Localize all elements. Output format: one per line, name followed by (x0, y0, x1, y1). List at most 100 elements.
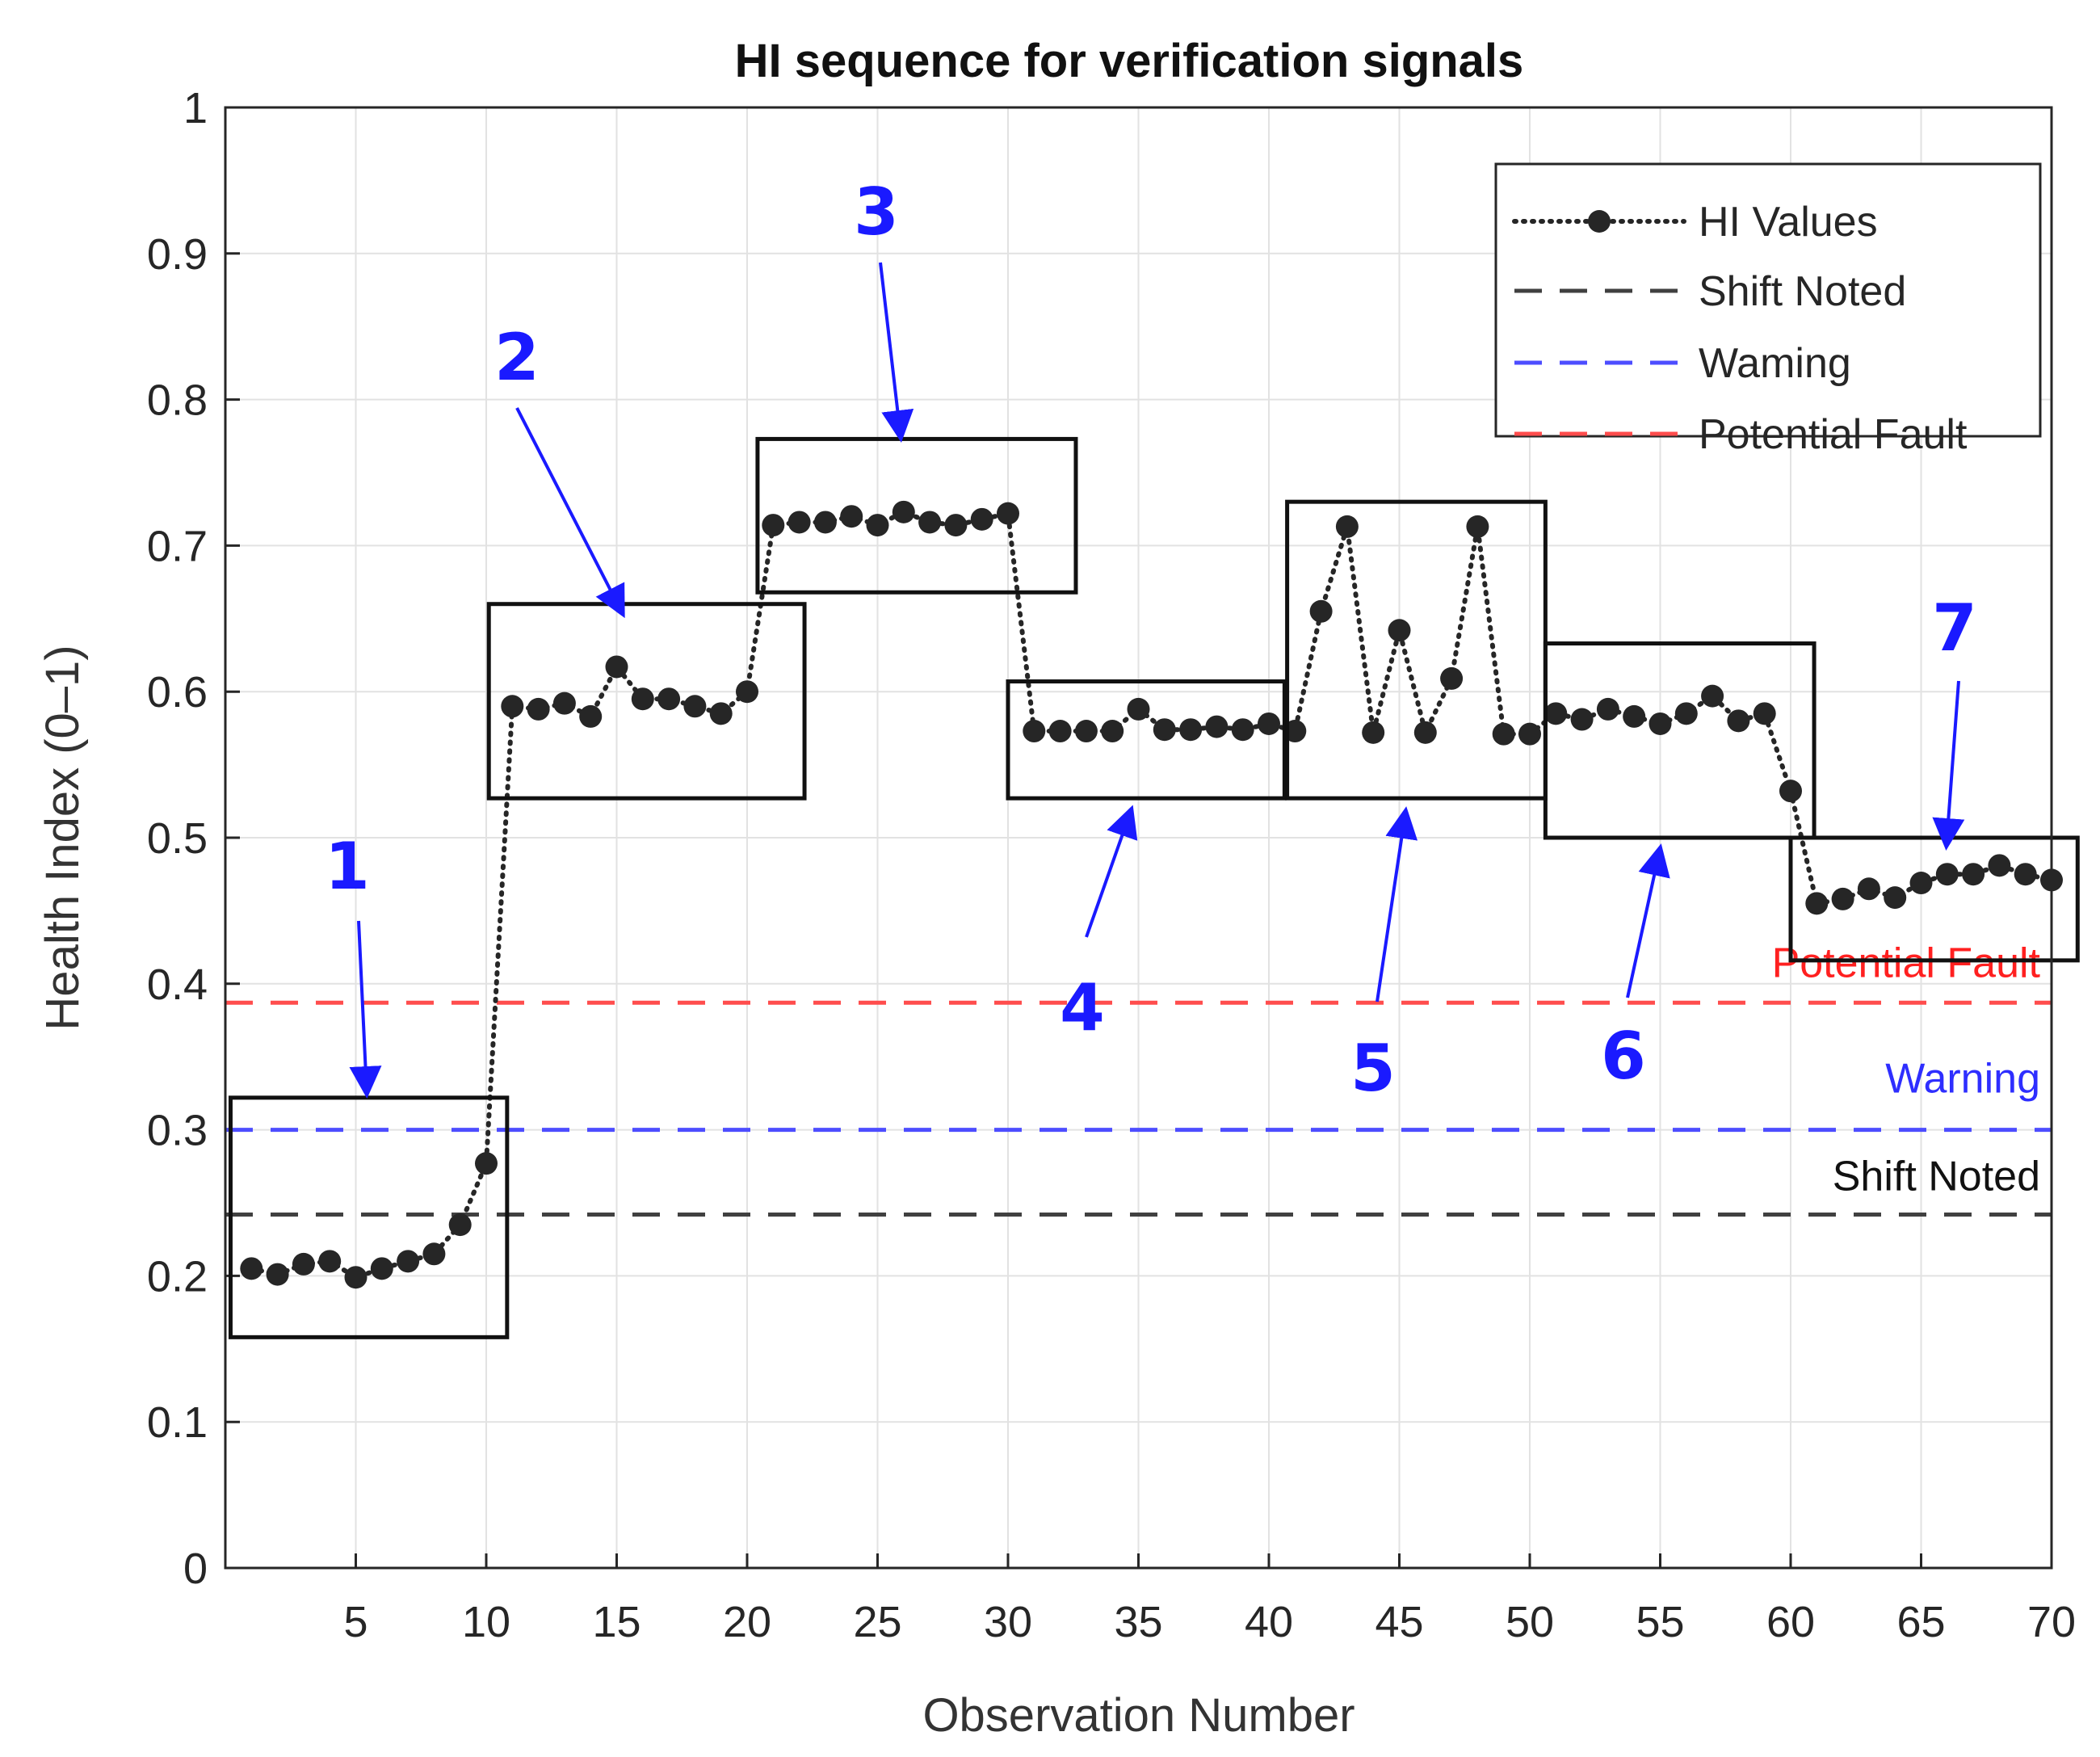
series-line (249, 509, 2054, 1280)
threshold-label-potential-fault: Potential Fault (1772, 939, 2041, 986)
x-tick-label: 10 (462, 1598, 510, 1646)
annotation-arrow-3 (879, 262, 914, 443)
data-point (1101, 720, 1124, 743)
tick-labels: 5 10 15 20 25 30 35 40 45 50 55 60 65 7000.10.20.30.4… (147, 84, 2076, 1646)
data-point (240, 1257, 263, 1280)
data-point (1857, 877, 1880, 901)
data-point (1570, 708, 1594, 731)
data-point (1231, 718, 1254, 742)
threshold-label-warning: Warning (1885, 1056, 2040, 1103)
data-point (970, 507, 993, 531)
data-point (1623, 704, 1646, 728)
data-point (631, 687, 654, 711)
data-point (1701, 684, 1724, 708)
data-point (2014, 863, 2037, 886)
annotation-number-1: 1 (325, 829, 370, 904)
data-point (736, 680, 758, 704)
legend-label-potential-fault: Potential Fault (1699, 411, 1968, 458)
data-point (1544, 702, 1568, 725)
data-point (1127, 697, 1150, 721)
x-tick-label: 20 (723, 1598, 771, 1646)
annotation-arrow-7 (1932, 680, 1965, 851)
annotation-number-3: 3 (854, 174, 899, 250)
data-point (1362, 721, 1385, 744)
data-point (1492, 722, 1515, 746)
legend-box (1494, 162, 2042, 438)
annotation-arrow-6 (1626, 843, 1670, 998)
annotation-arrow-1 (349, 920, 382, 1099)
x-tick-label: 5 (343, 1598, 368, 1646)
y-tick-label: 0.2 (147, 1252, 208, 1301)
data-point (422, 1242, 446, 1266)
data-point (1962, 863, 1985, 886)
data-point (1153, 718, 1176, 742)
data-point (1283, 720, 1307, 743)
y-tick-label: 0.1 (147, 1398, 208, 1447)
data-point (1023, 720, 1046, 743)
data-point (475, 1152, 498, 1175)
data-point (657, 687, 681, 711)
annotation-number-7: 7 (1932, 591, 1977, 666)
plot-area-frame (224, 106, 2053, 1570)
data-point (892, 500, 915, 523)
data-point (813, 511, 837, 534)
data-point (579, 704, 603, 728)
y-axis-label: Health Index (0–1) (36, 645, 89, 1030)
data-point (1805, 892, 1829, 915)
threshold-lines: Shift Noted Warning Potential Fault (225, 939, 2052, 1217)
data-point (1205, 715, 1228, 738)
chart-title: HI sequence for verification signals (735, 35, 1524, 87)
x-tick-label: 45 (1375, 1598, 1423, 1646)
data-point (370, 1257, 393, 1280)
legend: HI Values Shift Noted Waming Potential Faul… (1494, 162, 2042, 458)
data-point (1258, 712, 1280, 735)
data-point (605, 655, 628, 679)
y-tick-label: 0.5 (147, 814, 208, 863)
data-point (344, 1266, 368, 1289)
series-hi-values (240, 500, 2063, 1289)
data-point (1048, 720, 1072, 743)
x-tick-label: 35 (1114, 1598, 1162, 1646)
data-point (1753, 702, 1776, 725)
x-tick-label: 55 (1636, 1598, 1684, 1646)
x-tick-label: 60 (1766, 1598, 1815, 1646)
x-tick-label: 25 (853, 1598, 901, 1646)
threshold-label-shift-noted: Shift Noted (1833, 1153, 2040, 1200)
legend-label-hi-values: HI Values (1699, 199, 1878, 246)
annotation-box-3 (755, 436, 1078, 595)
x-tick-label: 40 (1245, 1598, 1293, 1646)
data-point (1440, 666, 1464, 690)
y-tick-label: 0.4 (147, 960, 208, 1009)
data-point (1909, 872, 1933, 895)
data-point (840, 505, 863, 528)
y-tick-label: 0.6 (147, 668, 208, 717)
data-point (1388, 619, 1411, 642)
x-tick-label: 30 (984, 1598, 1032, 1646)
data-point (1648, 712, 1672, 735)
data-point (788, 511, 811, 534)
y-tick-label: 0.7 (147, 522, 208, 570)
annotation-box-2 (486, 602, 807, 801)
legend-label-waming: Waming (1699, 340, 1851, 387)
annotation-box-6 (1543, 641, 1816, 840)
data-point (944, 514, 968, 537)
data-point (1727, 709, 1750, 733)
data-point (1309, 599, 1333, 623)
x-axis-label: Observation Number (922, 1689, 1354, 1742)
data-point (1413, 721, 1437, 744)
data-point (266, 1263, 289, 1286)
data-point (501, 695, 524, 718)
y-tick-label: 0.3 (147, 1107, 208, 1155)
data-point (448, 1213, 472, 1237)
x-tick-label: 15 (592, 1598, 640, 1646)
data-point (1935, 863, 1959, 886)
data-point (683, 695, 707, 718)
data-point (1596, 697, 1619, 721)
data-point (318, 1250, 342, 1273)
data-point (762, 514, 785, 537)
y-tick-label: 1 (183, 84, 208, 132)
x-tick-label: 50 (1506, 1598, 1554, 1646)
annotation-box-4 (1006, 679, 1287, 801)
data-point (997, 502, 1019, 525)
